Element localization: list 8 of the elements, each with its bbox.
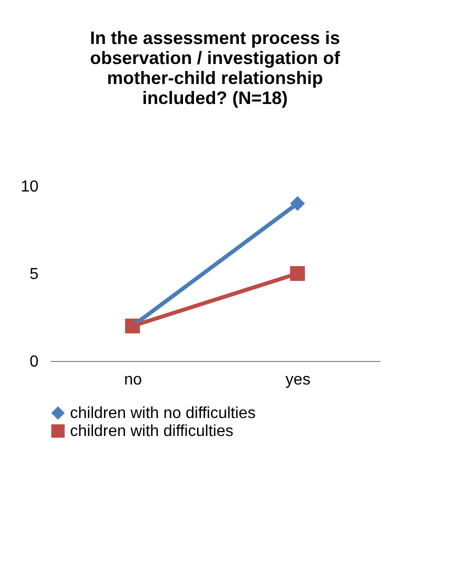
x-tick-label: no xyxy=(124,372,142,388)
chart-title: In the assessment process is observation / investigation of mother-child relationship included? (N=18) xyxy=(90,28,342,108)
y-tick-label: 10 xyxy=(20,178,39,196)
legend-label: children with difficulties xyxy=(70,423,234,440)
y-tick-label: 0 xyxy=(30,354,39,370)
legend-label: children with no difficulties xyxy=(70,405,256,422)
y-tick-label: 5 xyxy=(30,266,39,283)
x-tick-label: yes xyxy=(286,372,310,388)
